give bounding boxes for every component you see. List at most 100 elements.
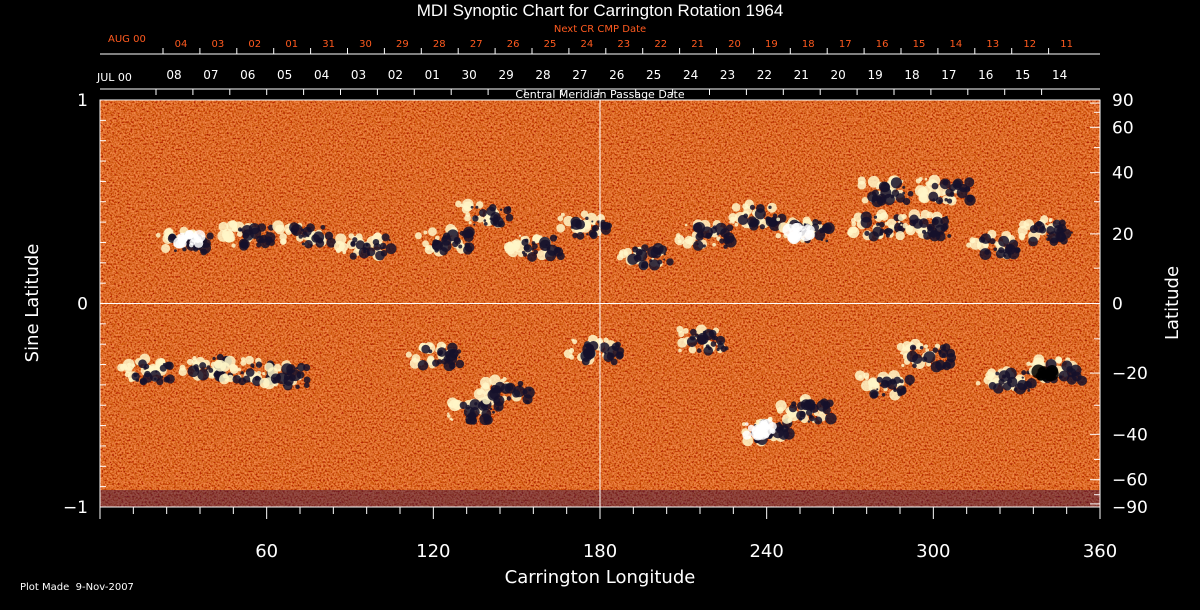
field-blob: [499, 208, 503, 211]
cmp-date-label: 18: [904, 68, 919, 82]
field-blob: [556, 223, 566, 233]
field-blob: [205, 368, 208, 371]
field-blob: [290, 227, 295, 232]
cmp-date-label: 04: [314, 68, 329, 82]
field-blob: [1022, 386, 1027, 391]
x-tick-label: 360: [1083, 541, 1117, 562]
field-blob: [470, 205, 474, 209]
field-blob: [1006, 376, 1018, 388]
field-blob: [459, 401, 468, 410]
field-blob: [684, 223, 688, 227]
field-blob: [1002, 249, 1008, 254]
field-blob: [864, 230, 870, 236]
field-blob: [358, 247, 370, 259]
field-blob: [413, 357, 417, 360]
field-blob: [489, 407, 493, 411]
field-blob: [481, 408, 492, 419]
field-blob: [915, 178, 921, 184]
field-blob: [900, 223, 903, 226]
field-blob: [710, 341, 717, 347]
field-blob: [226, 220, 238, 232]
field-blob: [1055, 357, 1063, 364]
field-blob: [768, 205, 772, 210]
field-blob: [1026, 361, 1031, 366]
cmp-date-label: 25: [646, 68, 661, 82]
cmp-date-label: 14: [1052, 68, 1067, 82]
field-blob: [741, 422, 746, 427]
next-cr-date-label: 24: [581, 39, 594, 50]
x-axis-ticks: 60 120 180 240 300 360: [99, 507, 1117, 562]
field-blob: [749, 204, 756, 210]
field-blob: [744, 422, 749, 426]
field-blob: [349, 252, 357, 260]
field-blob: [283, 381, 293, 391]
cmp-date-label: 06: [240, 68, 255, 82]
field-blob: [500, 383, 512, 394]
field-blob: [441, 235, 452, 246]
next-cr-ticks: 04 03 02 01 31 30 29 28 27 26 25 24 23 22 21 20 19 18 17 16…: [162, 39, 1073, 54]
field-blob: [876, 222, 880, 227]
next-cr-date-label: 21: [691, 39, 704, 50]
field-blob: [935, 196, 944, 205]
field-blob: [591, 220, 594, 223]
field-blob: [666, 258, 674, 266]
field-blob: [455, 200, 462, 208]
field-blob: [437, 359, 443, 365]
field-blob: [615, 351, 624, 360]
field-blob: [821, 227, 824, 231]
field-blob: [181, 234, 189, 242]
cmp-date-label: 24: [683, 68, 698, 82]
field-blob: [283, 373, 291, 381]
field-blob: [890, 177, 903, 189]
field-blob: [881, 393, 886, 397]
cmp-date-label: 20: [831, 68, 846, 82]
field-blob: [623, 251, 628, 256]
field-blob: [281, 363, 294, 376]
field-blob: [248, 380, 251, 383]
field-blob: [808, 415, 815, 422]
field-blob: [820, 398, 829, 407]
next-cr-date-label: 26: [507, 39, 520, 50]
field-blob: [505, 213, 514, 222]
next-cr-date-label: 20: [728, 39, 741, 50]
field-blob: [853, 212, 864, 223]
field-blob: [381, 233, 390, 242]
cmp-date-label: 28: [535, 68, 550, 82]
field-blob: [583, 222, 592, 230]
field-blob: [503, 242, 514, 253]
field-blob: [597, 220, 601, 224]
field-blob: [776, 217, 781, 222]
field-blob: [939, 344, 947, 351]
field-blob: [1058, 370, 1070, 382]
field-blob: [759, 224, 765, 230]
field-blob: [373, 243, 382, 251]
field-blob: [776, 406, 784, 414]
field-blob: [825, 239, 829, 243]
field-blob: [1070, 231, 1073, 234]
field-blob: [1045, 367, 1059, 381]
field-blob: [216, 353, 224, 361]
field-blob: [682, 328, 689, 334]
field-blob: [879, 384, 882, 387]
field-blob: [414, 232, 422, 240]
field-blob: [296, 370, 305, 379]
field-blob: [942, 223, 949, 230]
x-tick-label: 60: [255, 541, 278, 562]
right-tick-label: 60: [1112, 118, 1134, 138]
field-blob: [546, 246, 551, 251]
field-blob: [879, 212, 889, 221]
field-blob: [178, 367, 187, 377]
field-blob: [446, 414, 451, 418]
field-blob: [582, 343, 595, 356]
field-blob: [301, 231, 308, 238]
field-blob: [342, 250, 347, 255]
field-blob: [998, 235, 1010, 247]
field-blob: [883, 183, 887, 187]
cmp-date-label: 15: [1015, 68, 1030, 82]
field-blob: [155, 232, 161, 238]
field-blob: [532, 243, 538, 250]
x-tick-label: 240: [749, 541, 783, 562]
field-blob: [581, 357, 590, 366]
field-blob: [610, 358, 618, 366]
